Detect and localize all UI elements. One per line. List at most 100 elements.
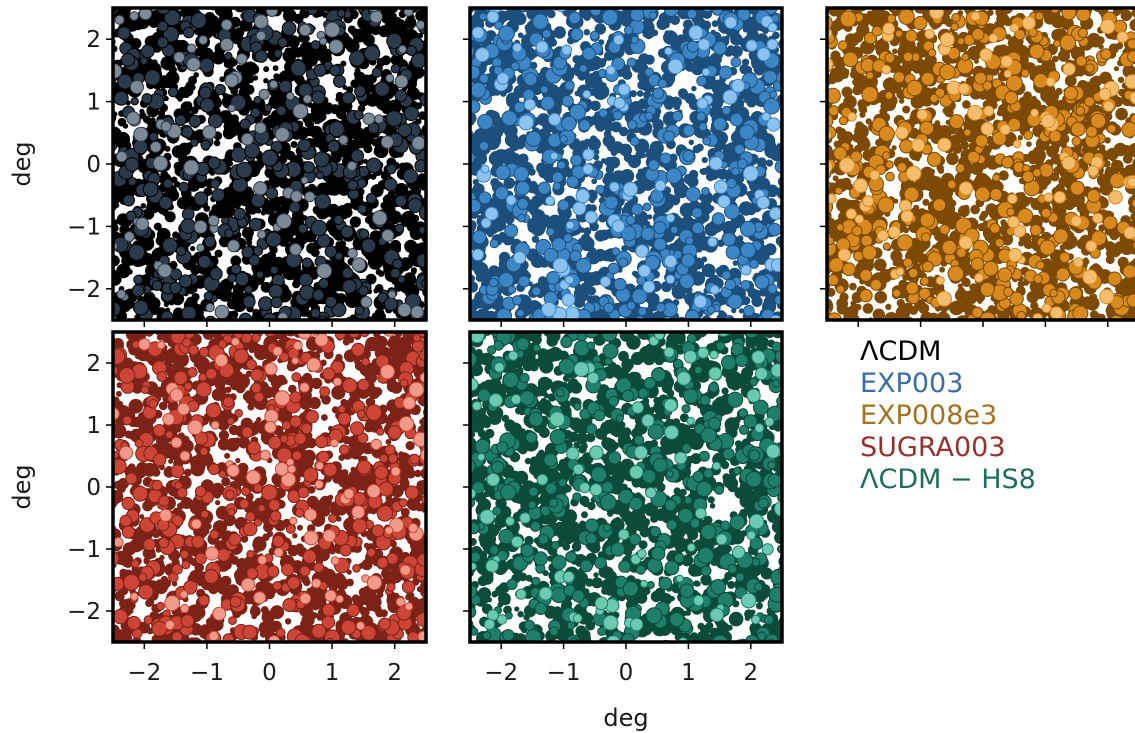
data-point — [1102, 74, 1110, 82]
data-point — [218, 288, 233, 302]
data-point — [601, 158, 607, 164]
data-point — [630, 203, 644, 216]
data-point — [130, 38, 142, 50]
data-point — [541, 301, 557, 317]
data-point — [604, 195, 619, 210]
data-point — [498, 231, 506, 240]
data-point — [263, 103, 273, 113]
data-point — [498, 25, 515, 42]
data-point — [310, 103, 324, 117]
data-point — [253, 181, 268, 196]
data-point — [258, 296, 273, 312]
data-point — [418, 111, 426, 120]
data-point — [411, 135, 426, 151]
data-point — [688, 99, 698, 108]
data-point — [401, 257, 409, 265]
data-point — [319, 37, 328, 46]
data-point — [356, 178, 367, 189]
data-point — [693, 294, 708, 309]
data-point — [664, 30, 670, 36]
data-point — [721, 232, 737, 247]
data-point — [721, 105, 732, 116]
data-point — [541, 29, 552, 39]
data-point — [250, 193, 266, 208]
data-point — [657, 78, 668, 89]
data-point — [182, 195, 196, 209]
data-point — [285, 150, 296, 161]
data-point — [472, 8, 485, 12]
data-point — [513, 12, 527, 26]
data-point — [712, 117, 727, 132]
data-point — [550, 151, 559, 161]
data-point — [122, 194, 135, 207]
data-point — [164, 145, 171, 152]
data-point — [738, 308, 745, 314]
data-point — [209, 267, 223, 281]
data-point — [221, 216, 230, 226]
data-point — [767, 22, 778, 33]
data-point — [509, 11, 516, 18]
data-point — [1076, 238, 1088, 250]
data-point — [289, 114, 296, 122]
data-point — [655, 302, 666, 313]
data-point — [997, 8, 1003, 15]
data-point — [694, 232, 704, 243]
data-point — [631, 288, 648, 305]
data-point — [340, 225, 354, 239]
data-point — [170, 72, 178, 80]
data-point — [565, 220, 575, 230]
data-point — [350, 149, 365, 163]
point-cloud-exp008e3 — [827, 8, 1135, 320]
data-point — [1129, 276, 1135, 289]
data-point — [479, 140, 490, 152]
data-point — [970, 204, 980, 215]
data-point — [701, 187, 710, 196]
data-point — [724, 278, 737, 291]
data-point — [367, 8, 381, 13]
data-point — [323, 48, 332, 58]
data-point — [394, 89, 408, 102]
data-point — [688, 139, 694, 145]
data-point — [203, 291, 214, 301]
data-point — [740, 220, 757, 238]
data-point — [157, 20, 169, 32]
data-point — [711, 79, 727, 95]
data-point — [357, 204, 368, 214]
data-point — [664, 254, 678, 268]
data-point — [142, 238, 150, 246]
data-point — [589, 8, 602, 17]
data-point — [649, 140, 664, 156]
data-point — [123, 183, 138, 197]
data-point — [310, 40, 321, 51]
data-point — [726, 177, 737, 189]
data-point — [470, 82, 487, 99]
data-point — [635, 244, 649, 258]
data-point — [552, 181, 562, 191]
panel-exp003 — [463, 6, 784, 327]
data-point — [701, 8, 713, 19]
data-point — [269, 265, 279, 275]
data-point — [131, 284, 145, 298]
data-point — [489, 238, 500, 249]
data-point — [398, 44, 407, 54]
data-point — [338, 240, 347, 248]
data-point — [129, 79, 144, 95]
data-point — [951, 143, 963, 154]
data-point — [711, 20, 719, 28]
panel-exp008e3 — [820, 6, 1135, 327]
data-point — [596, 58, 607, 68]
data-point — [946, 152, 959, 166]
data-point — [731, 167, 740, 176]
data-point — [670, 225, 679, 235]
data-point — [191, 286, 198, 293]
data-point — [265, 231, 282, 248]
data-point — [574, 90, 581, 97]
data-point — [386, 32, 403, 49]
data-point — [647, 159, 660, 171]
data-point — [245, 74, 255, 84]
data-point — [355, 217, 361, 223]
data-point — [211, 188, 226, 202]
data-point — [121, 52, 135, 67]
data-point — [269, 246, 278, 254]
data-point — [121, 9, 131, 18]
